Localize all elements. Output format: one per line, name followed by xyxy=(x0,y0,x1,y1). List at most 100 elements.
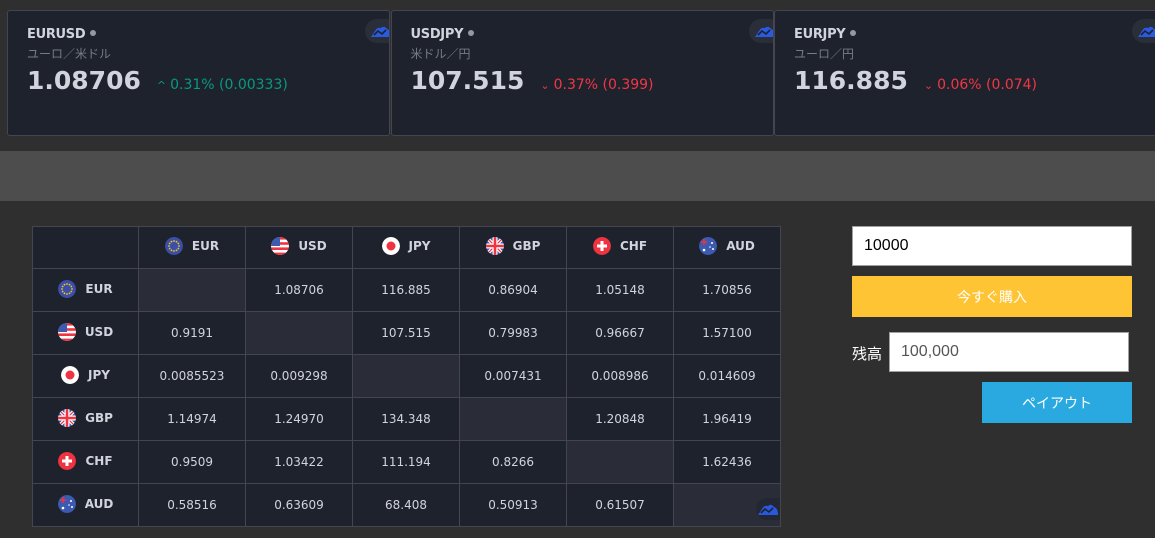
currency-code: GBP xyxy=(512,239,541,253)
cross-rates-table: EUR USD JPY GBP CHF AUD EUR 1.08706 116.885 0.869… xyxy=(32,226,781,527)
change-value: 0.37% (0.399) xyxy=(553,77,654,93)
jpy-flag-icon xyxy=(381,237,400,255)
currency-code: EUR xyxy=(191,239,220,253)
empty-diagonal-cell xyxy=(673,483,781,527)
rate-cell[interactable]: 1.05148 xyxy=(566,268,674,312)
ticker-card-usdjpy[interactable]: USDJPY 米ドル／円 107.515 ⌄ 0.37% (0.399) xyxy=(390,10,774,136)
rate-cell[interactable]: 0.008986 xyxy=(566,354,674,398)
ticker-change: ⌄ 0.37% (0.399) xyxy=(540,77,653,93)
amount-input[interactable]: 10000 xyxy=(852,226,1132,266)
corner-cell xyxy=(32,226,139,269)
column-header-gbp: GBP xyxy=(459,226,567,269)
currency-code: EUR xyxy=(85,281,113,296)
currency-code: USD xyxy=(298,239,327,253)
usd-flag-icon xyxy=(57,322,76,341)
rate-cell[interactable]: 0.8266 xyxy=(459,440,567,484)
currency-code: USD xyxy=(84,324,114,339)
rate-cell[interactable]: 68.408 xyxy=(352,483,460,527)
rate-cell[interactable]: 0.58516 xyxy=(138,483,246,527)
ticker-change: ⌄ 0.06% (0.074) xyxy=(924,77,1037,93)
table-row: AUD 0.58516 0.63609 68.408 0.50913 0.61507 xyxy=(32,483,781,527)
rate-cell[interactable]: 1.08706 xyxy=(245,268,353,312)
gbp-flag-icon xyxy=(485,237,504,255)
chevron-down-icon: ⌄ xyxy=(540,79,550,92)
table-header-row: EUR USD JPY GBP CHF AUD xyxy=(32,226,781,269)
chevron-down-icon: ⌄ xyxy=(923,79,934,92)
aud-flag-icon xyxy=(699,237,718,255)
row-header-aud: AUD xyxy=(32,483,139,527)
currency-code: GBP xyxy=(85,410,113,425)
rate-cell[interactable]: 111.194 xyxy=(352,440,460,484)
banner-area xyxy=(0,151,1155,201)
tradingview-logo-icon[interactable] xyxy=(365,19,389,43)
change-value: 0.31% (0.00333) xyxy=(170,77,288,93)
rate-cell[interactable]: 1.57100 xyxy=(673,311,781,355)
rate-cell[interactable]: 1.62436 xyxy=(673,440,781,484)
ticker-price: 1.08706 xyxy=(27,66,141,95)
empty-diagonal-cell xyxy=(138,268,246,312)
rate-cell[interactable]: 0.014609 xyxy=(673,354,781,398)
rate-cell[interactable]: 0.0085523 xyxy=(138,354,246,398)
row-header-usd: USD xyxy=(32,311,139,355)
empty-diagonal-cell xyxy=(245,311,353,355)
empty-diagonal-cell xyxy=(459,397,567,441)
rate-cell[interactable]: 1.14974 xyxy=(138,397,246,441)
rate-cell[interactable]: 0.007431 xyxy=(459,354,567,398)
row-header-gbp: GBP xyxy=(32,397,139,441)
payout-button[interactable]: ペイアウト xyxy=(982,382,1132,423)
table-row: CHF 0.9509 1.03422 111.194 0.8266 1.62436 xyxy=(32,440,781,484)
rate-cell[interactable]: 107.515 xyxy=(352,311,460,355)
rate-cell[interactable]: 0.009298 xyxy=(245,354,353,398)
currency-code: AUD xyxy=(726,239,755,253)
empty-diagonal-cell xyxy=(566,440,674,484)
column-header-aud: AUD xyxy=(673,226,781,269)
gbp-flag-icon xyxy=(58,408,77,427)
rate-cell[interactable]: 0.9509 xyxy=(138,440,246,484)
balance-field: 100,000 xyxy=(889,332,1129,372)
currency-code: AUD xyxy=(84,496,114,511)
rate-cell[interactable]: 116.885 xyxy=(352,268,460,312)
table-row: JPY 0.0085523 0.009298 0.007431 0.008986 0.01… xyxy=(32,354,781,398)
currency-code: JPY xyxy=(88,367,110,382)
ticker-change: ^ 0.31% (0.00333) xyxy=(157,77,288,93)
rate-cell[interactable]: 1.20848 xyxy=(566,397,674,441)
tradingview-logo-icon[interactable] xyxy=(1132,19,1155,43)
rate-cell[interactable]: 0.63609 xyxy=(245,483,353,527)
chf-flag-icon xyxy=(58,451,77,470)
rate-cell[interactable]: 1.96419 xyxy=(673,397,781,441)
rate-cell[interactable]: 134.348 xyxy=(352,397,460,441)
rate-cell[interactable]: 0.79983 xyxy=(459,311,567,355)
table-row: GBP 1.14974 1.24970 134.348 1.20848 1.96419 xyxy=(32,397,781,441)
ticker-description: 米ドル／円 xyxy=(410,47,471,61)
rate-cell[interactable]: 0.86904 xyxy=(459,268,567,312)
table-row: USD 0.9191 107.515 0.79983 0.96667 1.57100 xyxy=(32,311,781,355)
ticker-symbol: USDJPY xyxy=(410,27,464,42)
aud-flag-icon xyxy=(57,494,76,513)
balance-label: 残高 xyxy=(852,345,883,363)
ticker-description: ユーロ／米ドル xyxy=(27,47,112,61)
rate-cell[interactable]: 0.96667 xyxy=(566,311,674,355)
table-row: EUR 1.08706 116.885 0.86904 1.05148 1.70856 xyxy=(32,268,781,312)
currency-code: CHF xyxy=(619,239,648,253)
ticker-card-eurjpy[interactable]: EURJPY ユーロ／円 116.885 ⌄ 0.06% (0.074) xyxy=(774,10,1155,136)
ticker-card-eurusd[interactable]: EURUSD ユーロ／米ドル 1.08706 ^ 0.31% (0.00333) xyxy=(7,10,390,136)
rate-cell[interactable]: 1.03422 xyxy=(245,440,353,484)
rate-cell[interactable]: 0.50913 xyxy=(459,483,567,527)
ticker-price: 116.885 xyxy=(794,66,908,95)
ticker-description: ユーロ／円 xyxy=(794,47,855,61)
usd-flag-icon xyxy=(271,237,290,255)
tradingview-logo-icon[interactable] xyxy=(756,498,780,520)
jpy-flag-icon xyxy=(61,365,80,384)
rate-cell[interactable]: 0.9191 xyxy=(138,311,246,355)
status-dot xyxy=(90,30,97,36)
rate-cell[interactable]: 0.61507 xyxy=(566,483,674,527)
row-header-eur: EUR xyxy=(32,268,139,312)
row-header-jpy: JPY xyxy=(32,354,139,398)
rate-cell[interactable]: 1.24970 xyxy=(245,397,353,441)
column-header-chf: CHF xyxy=(566,226,674,269)
rate-cell[interactable]: 1.70856 xyxy=(673,268,781,312)
row-header-chf: CHF xyxy=(32,440,139,484)
tradingview-logo-icon[interactable] xyxy=(748,19,773,43)
buy-now-button[interactable]: 今すぐ購入 xyxy=(852,276,1132,317)
status-dot xyxy=(850,30,857,36)
